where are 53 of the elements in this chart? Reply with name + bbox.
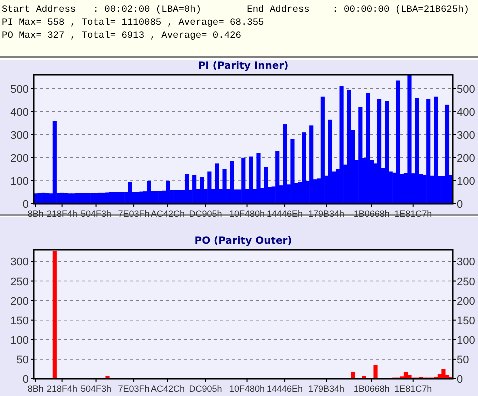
x-tick-label: 8Bh bbox=[28, 209, 44, 219]
x-tick-label: 504F3h bbox=[81, 209, 112, 219]
y-tick-label: 500 bbox=[10, 84, 29, 96]
x-tick-label: 1B0668h bbox=[354, 384, 390, 394]
x-tick-label: 1B0668h bbox=[354, 209, 390, 219]
y-tick-label: 150 bbox=[10, 315, 29, 328]
x-tick-label: 1E81C7h bbox=[394, 209, 432, 219]
x-tick-label: 179B34h bbox=[308, 384, 345, 394]
y2-tick-label: 500 bbox=[457, 84, 476, 96]
chart-title: PI (Parity Inner) bbox=[198, 61, 289, 72]
y-tick-label: 0 bbox=[22, 374, 29, 386]
x-tick-label: 8Bh bbox=[28, 384, 44, 394]
y-tick-label: 100 bbox=[10, 176, 29, 188]
x-tick-label: DC905h bbox=[189, 384, 222, 394]
chart-title: PO (Parity Outer) bbox=[194, 236, 292, 247]
x-tick-label: AC42Ch bbox=[150, 209, 186, 219]
x-tick-label: 10F480h bbox=[230, 209, 266, 219]
y-tick-label: 200 bbox=[10, 296, 29, 308]
x-tick-label: 10F480h bbox=[230, 384, 266, 394]
y-tick-label: 200 bbox=[10, 152, 29, 165]
y-tick-label: 400 bbox=[10, 106, 29, 119]
x-tick-label: 14446Eh bbox=[267, 209, 304, 219]
y2-tick-label: 0 bbox=[457, 374, 464, 386]
x-tick-label: 218F4h bbox=[47, 209, 78, 219]
x-tick-label: 1E81C7h bbox=[394, 384, 432, 394]
y2-tick-label: 50 bbox=[457, 354, 470, 366]
y2-tick-label: 100 bbox=[457, 334, 476, 347]
x-tick-label: DC905h bbox=[189, 209, 222, 219]
text: Start Address : 00:02:00 (LBA=0h) End Address : 00:00:00 (LBA=21B625h) bbox=[2, 4, 470, 15]
y-tick-label: 50 bbox=[16, 354, 29, 366]
y2-tick-label: 0 bbox=[457, 199, 464, 211]
y2-tick-label: 100 bbox=[457, 176, 476, 188]
x-tick-label: 218F4h bbox=[47, 384, 78, 394]
x-tick-label: 504F3h bbox=[81, 384, 112, 394]
text: PO Max= 327 , Total= 6913 , Average= 0.426 bbox=[2, 30, 242, 41]
y-tick-label: 300 bbox=[10, 130, 29, 142]
y2-tick-label: 250 bbox=[457, 276, 476, 288]
x-tick-label: 14446Eh bbox=[267, 384, 304, 394]
y2-tick-label: 300 bbox=[457, 130, 476, 142]
y2-tick-label: 150 bbox=[457, 315, 476, 328]
y2-tick-label: 200 bbox=[457, 152, 476, 165]
y2-tick-label: 400 bbox=[457, 106, 476, 119]
y2-tick-label: 300 bbox=[457, 256, 476, 269]
x-tick-label: 7E03Fh bbox=[118, 384, 150, 394]
y-tick-label: 0 bbox=[22, 199, 29, 211]
x-tick-label: 179B34h bbox=[308, 209, 345, 219]
x-tick-label: 7E03Fh bbox=[118, 209, 150, 219]
text: PI Max= 558 , Total= 1110085 , Average= 68.355 bbox=[2, 17, 265, 28]
y-tick-label: 250 bbox=[10, 276, 29, 288]
y-tick-label: 100 bbox=[10, 334, 29, 347]
x-tick-label: AC42Ch bbox=[150, 384, 186, 394]
y-tick-label: 300 bbox=[10, 256, 29, 269]
y2-tick-label: 200 bbox=[457, 296, 476, 308]
